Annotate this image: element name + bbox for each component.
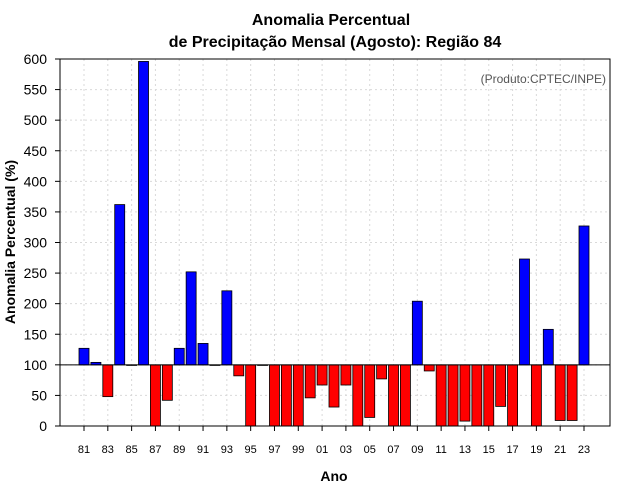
x-tick-label: 23 [578,444,590,456]
chart-title-line2: de Precipitação Mensal (Agosto): Região … [169,34,502,51]
x-tick-label: 99 [292,444,304,456]
bar-01 [316,364,328,386]
x-tick-label: 93 [221,444,233,456]
bar-08 [400,364,411,427]
x-tick-label: 09 [411,444,423,456]
bar-09 [411,300,423,366]
bar-83 [102,364,114,398]
x-tick-label: 13 [459,444,471,456]
bar-12 [447,364,459,427]
x-tick-label: 87 [149,444,161,456]
bar-97 [269,364,280,427]
bar-15 [483,364,495,427]
x-tick-label: 19 [530,444,542,456]
credit-label: (Produto:CPTEC/INPE) [481,72,606,86]
x-tick-label: 89 [173,444,185,456]
x-tick-label: 85 [125,444,137,456]
y-tick-label: 200 [24,296,48,312]
y-axis: 0 50 100 150 200 250 300 350 400 450 500 550 600 [24,51,60,434]
bar-89 [173,347,185,366]
bar-93 [221,290,233,366]
bar-06 [376,364,388,380]
x-tick-label: 81 [78,444,90,456]
bar-05 [364,364,376,418]
bar-04 [352,364,364,427]
y-tick-label: 400 [24,173,48,189]
bar-00 [304,364,316,399]
y-tick-label: 250 [24,265,48,281]
x-tick-label: 17 [506,444,518,456]
y-tick-label: 350 [24,204,48,220]
bar-99 [292,364,304,427]
x-tick-label: 11 [435,444,446,456]
bar-07 [388,364,399,427]
y-tick-label: 500 [24,112,48,128]
x-tick-label: 05 [364,444,376,456]
x-tick-label: 91 [197,444,209,456]
bar-95 [245,364,257,427]
bar-17 [507,364,518,427]
y-tick-label: 150 [24,326,48,342]
bar-20 [542,328,554,366]
bars [78,61,590,427]
chart-title-line1: Anomalia Percentual [252,12,410,29]
bar-94 [233,364,245,377]
bar-03 [340,364,352,386]
bar-86 [138,61,149,366]
bar-16 [495,364,507,407]
bar-13 [459,364,471,422]
x-tick-label: 95 [245,444,257,456]
x-tick-label: 83 [102,444,114,456]
x-axis-label: Ano [320,468,347,484]
bar-98 [280,364,292,427]
x-axis: 81 83 85 87 89 91 93 95 97 99 01 03 05 07 09 11 13 15 17 19… [78,426,590,456]
y-tick-label: 450 [24,143,48,159]
x-tick-label: 01 [316,444,328,456]
bar-19 [530,364,542,427]
bar-91 [197,343,209,366]
bar-11 [435,364,447,427]
bar-02 [328,364,340,408]
bar-18 [519,258,530,366]
x-tick-label: 15 [483,444,495,456]
bar-22 [566,364,578,421]
y-tick-label: 0 [39,418,47,434]
x-tick-label: 07 [387,444,399,456]
bar-87 [150,364,161,427]
bar-84 [114,204,126,366]
y-tick-label: 550 [24,82,48,98]
x-tick-label: 21 [554,444,566,456]
bar-88 [161,364,173,401]
bar-90 [185,271,197,366]
y-tick-label: 100 [24,357,48,373]
y-tick-label: 300 [24,235,48,251]
y-tick-label: 50 [31,387,47,403]
y-axis-label: Anomalia Percentual (%) [2,160,18,324]
bar-10 [423,364,435,372]
bar-81 [78,347,90,366]
x-tick-label: 97 [268,444,280,456]
bar-21 [554,364,566,421]
bar-23 [578,225,590,366]
bar-14 [471,364,483,427]
x-tick-label: 03 [340,444,352,456]
y-tick-label: 600 [24,51,48,67]
